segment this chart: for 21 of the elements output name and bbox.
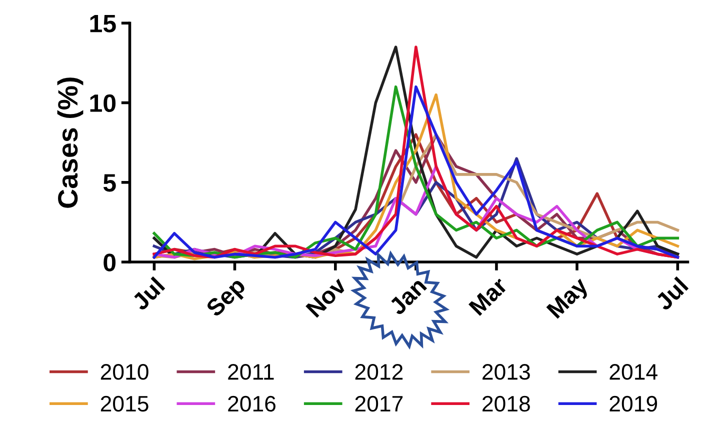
x-tick-label: Sep: [205, 276, 250, 321]
legend-label: 2010: [100, 364, 148, 380]
legend-label: 2018: [482, 396, 530, 412]
legend-label: 2017: [355, 396, 403, 412]
legend-label: 2019: [610, 396, 658, 412]
y-tick-label: 5: [103, 174, 116, 192]
legend-label: 2011: [228, 364, 274, 380]
y-tick-label: 10: [90, 94, 116, 112]
y-axis-title: Cases (%): [57, 78, 84, 208]
legend-label: 2012: [355, 364, 403, 380]
legend-label: 2016: [228, 396, 276, 412]
x-tick-label: Mar: [468, 276, 508, 316]
x-tick-label: Jul: [654, 276, 689, 312]
legend-label: 2014: [610, 364, 658, 380]
legend-label: 2013: [482, 364, 530, 380]
y-tick-label: 0: [104, 254, 116, 272]
y-tick-label: 15: [90, 14, 116, 32]
x-tick-label: Jan: [388, 276, 428, 316]
x-tick-label: Nov: [306, 276, 348, 318]
x-tick-label: Jul: [130, 276, 166, 312]
legend-label: 2015: [100, 396, 148, 412]
